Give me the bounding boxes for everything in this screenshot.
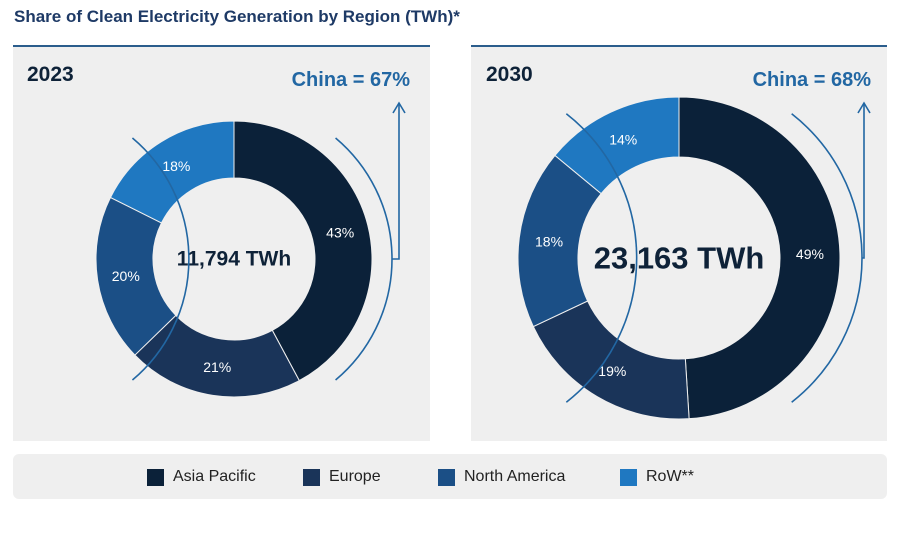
arrow-head [857,101,871,114]
center-total-label: 11,794 TWh [177,248,291,271]
right-bracket [335,137,393,381]
chart-title: Share of Clean Electricity Generation by… [14,7,460,26]
panel-2023: 2023 China = 67% 43% 21% 20% 18% 11,794 TWh [13,45,430,441]
legend-item-europe: Europe [303,468,381,486]
legend-swatch [438,468,455,486]
legend-label: Asia Pacific [173,468,256,485]
year-label: 2030 [486,63,533,86]
left-bracket [565,113,638,403]
donut-slice-asia-pacific [233,120,373,382]
legend-item-asia-pacific: Asia Pacific [147,468,256,486]
donut-slice-row [554,96,680,195]
legend-swatch [303,468,320,486]
legend-item-row: RoW** [620,468,694,486]
china-share-annotation: China = 68% [752,69,871,91]
slice-label-asia-pacific: 43% [326,224,354,240]
panel-2030: 2030 China = 68% 49% 19% 18% 14% 23,163 TWh [471,45,887,441]
slice-label-north-america: 18% [535,234,563,250]
annotation-arrow [862,103,865,259]
left-bracket [131,137,190,381]
legend-label: Europe [329,468,381,485]
year-label: 2023 [27,63,74,86]
legend-label: RoW** [646,468,695,485]
legend-label: North America [464,468,566,485]
legend-swatch [147,468,164,486]
slice-label-row: 14% [609,131,637,147]
center-total-label: 23,163 TWh [594,241,765,276]
legend-item-north-america: North America [438,468,565,486]
slice-label-north-america: 20% [112,268,140,284]
china-share-annotation: China = 67% [291,69,410,91]
slice-label-europe: 19% [598,363,626,379]
donut-chart-2030: 49% 19% 18% 14% 23,163 TWh [517,96,871,420]
donut-slice-asia-pacific [678,96,841,420]
slice-label-row: 18% [162,158,190,174]
donut-slice-europe [134,314,300,398]
legend-swatch [620,468,637,486]
donut-chart-2023: 43% 21% 20% 18% 11,794 TWh [95,101,406,398]
arrow-head [392,101,406,114]
donut-slice-europe [532,300,690,420]
legend: Asia Pacific Europe North America RoW** [13,454,887,499]
slice-label-europe: 21% [203,359,231,375]
annotation-arrow [392,103,400,260]
slice-label-asia-pacific: 49% [796,246,824,262]
